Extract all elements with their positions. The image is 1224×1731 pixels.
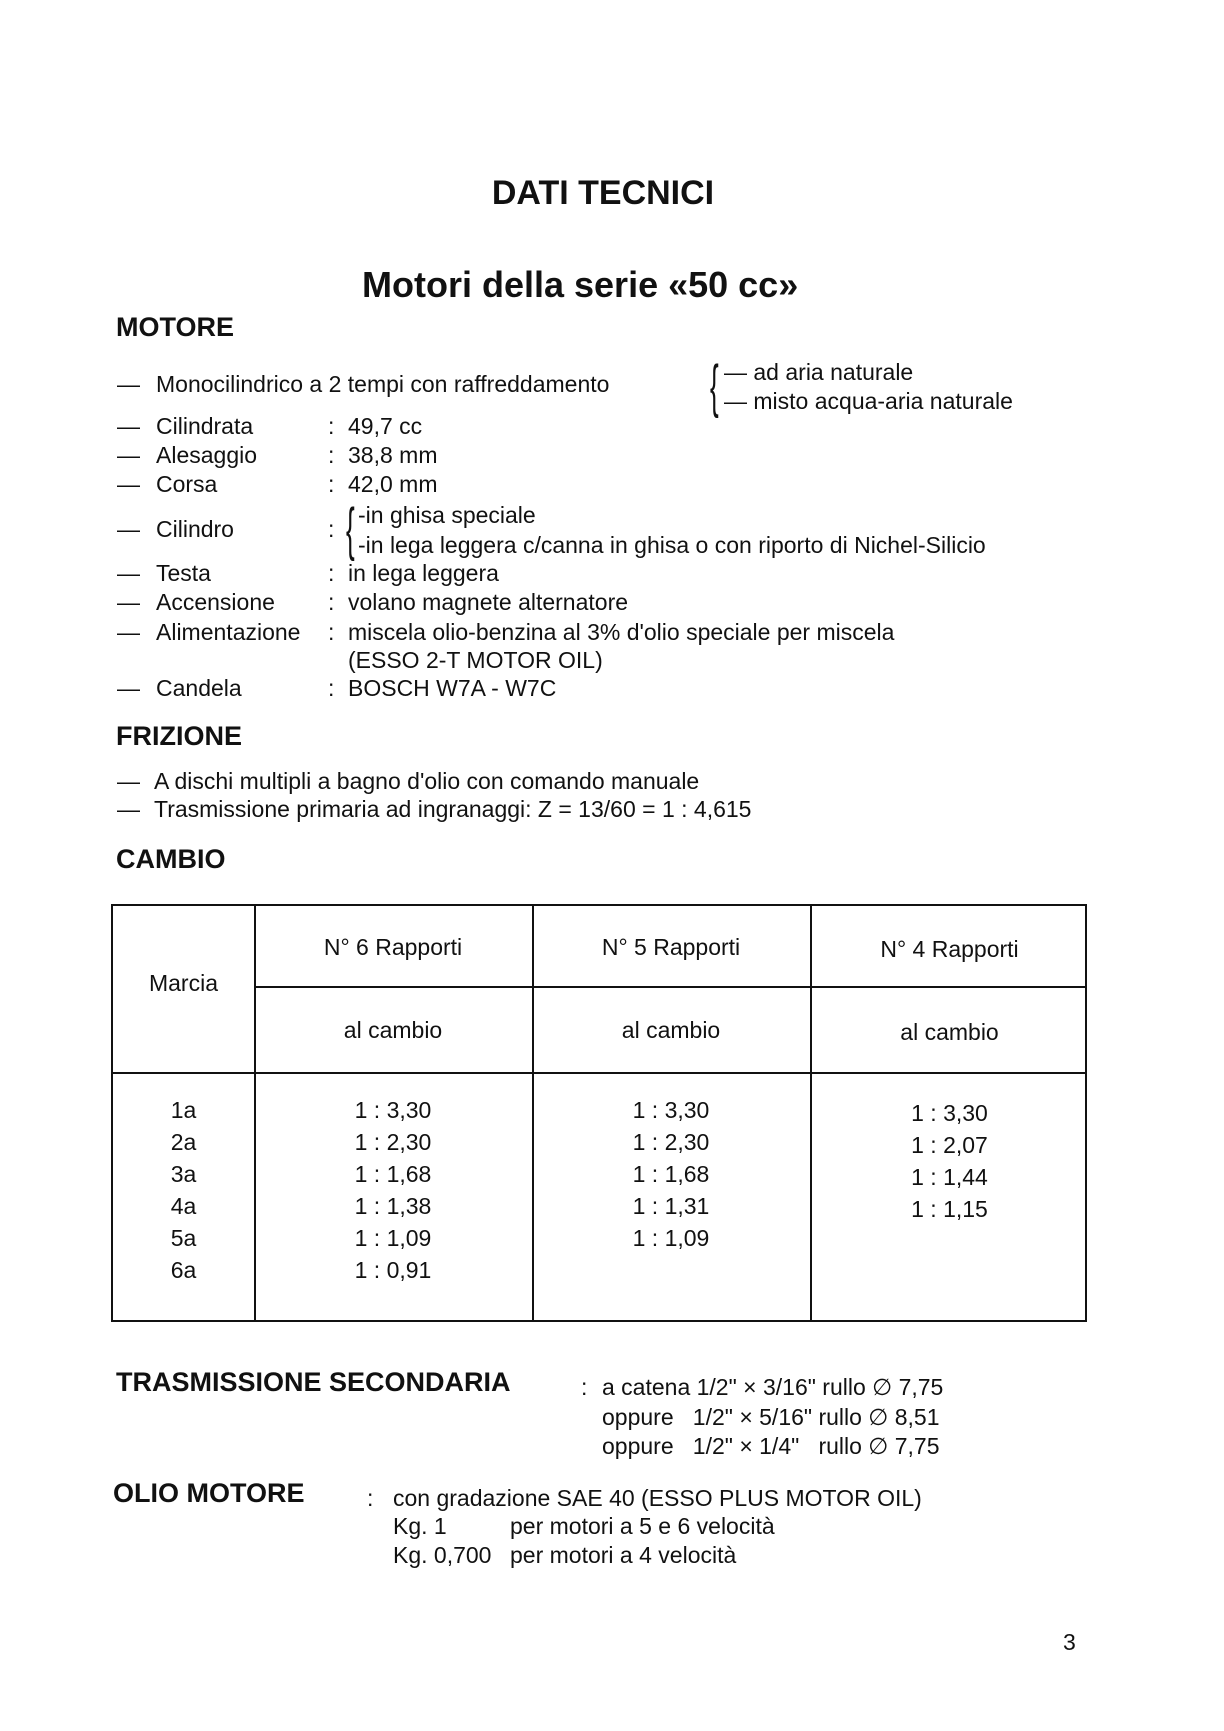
ratio-cell: 1 : 1,68 <box>632 1161 710 1187</box>
page-subtitle: Motori della serie «50 cc» <box>362 264 799 305</box>
dash: — <box>117 413 140 439</box>
trasmissione-line: oppure 1/2" × 1/4" rullo ∅ 7,75 <box>602 1433 940 1459</box>
colon: : <box>328 516 335 542</box>
section-heading-cambio: CAMBIO <box>116 844 226 874</box>
column-header: N° 6 Rapporti <box>323 934 463 960</box>
olio-desc: per motori a 4 velocità <box>510 1542 737 1568</box>
colon: : <box>328 589 335 615</box>
colon: : <box>581 1374 588 1400</box>
trasmissione-line: a catena 1/2" × 3/16" rullo ∅ 7,75 <box>602 1374 944 1400</box>
spec-value: (ESSO 2-T MOTOR OIL) <box>348 647 603 673</box>
gear-label: 3a <box>170 1161 197 1187</box>
olio-qty: Kg. 0,700 <box>393 1542 492 1568</box>
page-title: DATI TECNICI <box>491 174 715 212</box>
colon: : <box>367 1485 374 1511</box>
column-header: N° 4 Rapporti <box>880 936 1019 962</box>
spec-label: Alimentazione <box>156 619 301 645</box>
divider <box>113 1072 1085 1074</box>
divider <box>254 986 1085 988</box>
ratio-cell: 1 : 3,30 <box>911 1100 988 1126</box>
ratio-cell: 1 : 3,30 <box>354 1097 432 1123</box>
spec-value: 49,7 cc <box>348 413 423 439</box>
spec-option: -in lega leggera c/canna in ghisa o con … <box>358 532 986 558</box>
column-subheader: al cambio <box>900 1019 999 1045</box>
colon: : <box>328 560 335 586</box>
ratio-cell: 1 : 1,15 <box>911 1196 988 1222</box>
column-subheader: al cambio <box>343 1017 443 1043</box>
colon: : <box>328 471 335 497</box>
brace: { <box>346 497 355 562</box>
gear-label: 1a <box>170 1097 197 1123</box>
spec-value: volano magnete alternatore <box>348 589 629 615</box>
divider <box>532 906 534 1320</box>
ratio-cell: 1 : 2,30 <box>354 1129 432 1155</box>
ratio-cell: 1 : 1,31 <box>632 1193 710 1219</box>
spec-label: Cilindro <box>156 516 234 542</box>
spec-label: Alesaggio <box>156 442 258 468</box>
colon: : <box>328 442 335 468</box>
trasmissione-line: oppure 1/2" × 5/16" rullo ∅ 8,51 <box>602 1404 940 1430</box>
divider <box>810 906 812 1320</box>
dash: — <box>117 442 140 468</box>
dash: — <box>117 768 140 794</box>
spec-label: Cilindrata <box>156 413 254 439</box>
section-heading-motore: MOTORE <box>116 312 235 342</box>
page-number: 3 <box>1063 1629 1076 1655</box>
frizione-line: Trasmissione primaria ad ingranaggi: Z =… <box>154 796 752 822</box>
colon: : <box>328 619 335 645</box>
colon: : <box>328 413 335 439</box>
dash: — <box>117 589 140 615</box>
dash: — <box>117 675 140 701</box>
dash: — <box>117 471 140 497</box>
dash: — <box>117 796 140 822</box>
ratio-cell: 1 : 2,07 <box>911 1132 988 1158</box>
ratio-cell: 1 : 1,68 <box>354 1161 432 1187</box>
cooling-label: Monocilindrico a 2 tempi con raffreddame… <box>156 371 610 397</box>
spec-value: BOSCH W7A - W7C <box>348 675 557 701</box>
olio-line: con gradazione SAE 40 (ESSO PLUS MOTOR O… <box>393 1485 922 1511</box>
column-subheader: al cambio <box>621 1017 721 1043</box>
gear-label: 5a <box>170 1225 197 1251</box>
spec-value: in lega leggera <box>348 560 499 586</box>
dash: — <box>117 619 140 645</box>
gear-ratio-table: Marcia N° 6 Rapporti N° 5 Rapporti N° 4 … <box>111 904 1087 1322</box>
ratio-cell: 1 : 1,44 <box>911 1164 988 1190</box>
cooling-option: — misto acqua-aria naturale <box>724 388 1013 414</box>
section-heading-olio: OLIO MOTORE <box>113 1478 305 1508</box>
divider <box>254 906 256 1320</box>
cooling-option: — ad aria naturale <box>724 359 914 385</box>
ratio-cell: 1 : 1,09 <box>632 1225 710 1251</box>
marcia-header: Marcia <box>148 970 218 996</box>
spec-label: Testa <box>156 560 211 586</box>
column-header: N° 5 Rapporti <box>601 934 741 960</box>
spec-label: Corsa <box>156 471 218 497</box>
dash: — <box>117 516 140 542</box>
olio-desc: per motori a 5 e 6 velocità <box>510 1513 775 1539</box>
spec-value: miscela olio-benzina al 3% d'olio specia… <box>348 619 895 645</box>
spec-value: 42,0 mm <box>348 471 438 497</box>
frizione-line: A dischi multipli a bagno d'olio con com… <box>154 768 700 794</box>
dash: — <box>117 371 140 397</box>
olio-qty: Kg. 1 <box>393 1513 447 1539</box>
colon: : <box>328 675 335 701</box>
spec-option: -in ghisa speciale <box>358 502 536 528</box>
gear-label: 6a <box>170 1257 197 1283</box>
spec-label: Accensione <box>156 589 275 615</box>
gear-label: 2a <box>170 1129 197 1155</box>
ratio-cell: 1 : 3,30 <box>632 1097 710 1123</box>
spec-label: Candela <box>156 675 242 701</box>
ratio-cell: 1 : 1,38 <box>354 1193 432 1219</box>
spec-value: 38,8 mm <box>348 442 438 468</box>
ratio-cell: 1 : 0,91 <box>354 1257 432 1283</box>
ratio-cell: 1 : 2,30 <box>632 1129 710 1155</box>
dash: — <box>117 560 140 586</box>
section-heading-trasmissione: TRASMISSIONE SECONDARIA <box>116 1367 511 1397</box>
brace: { <box>710 354 719 419</box>
ratio-cell: 1 : 1,09 <box>354 1225 432 1251</box>
gear-label: 4a <box>170 1193 197 1219</box>
section-heading-frizione: FRIZIONE <box>116 721 242 751</box>
